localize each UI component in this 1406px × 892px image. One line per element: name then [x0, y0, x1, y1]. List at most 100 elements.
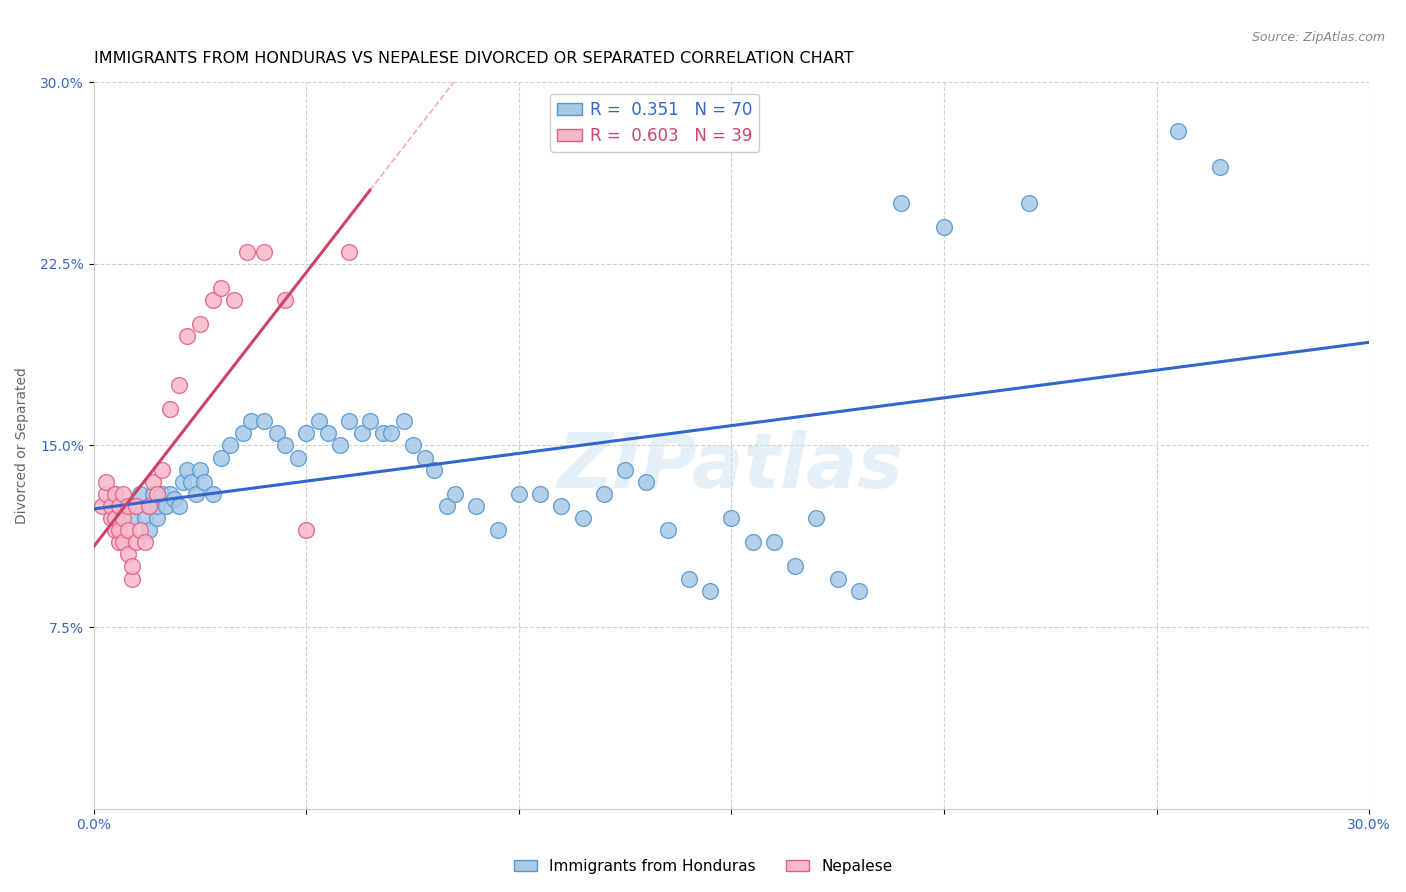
Point: [218, 438, 240, 452]
Point: [444, 487, 467, 501]
Point: [134, 535, 156, 549]
Point: [295, 426, 318, 441]
Point: [423, 462, 446, 476]
Point: [486, 523, 509, 537]
Point: [125, 499, 148, 513]
Point: [100, 499, 122, 513]
Point: [117, 548, 139, 562]
Point: [159, 487, 181, 501]
Point: [231, 426, 253, 441]
Point: [337, 414, 360, 428]
Point: [91, 499, 114, 513]
Point: [827, 572, 849, 586]
Point: [371, 426, 394, 441]
Text: ZIPatlas: ZIPatlas: [558, 430, 904, 504]
Point: [163, 491, 186, 506]
Point: [741, 535, 763, 549]
Point: [436, 499, 458, 513]
Point: [142, 475, 165, 489]
Point: [657, 523, 679, 537]
Point: [167, 499, 190, 513]
Point: [415, 450, 437, 465]
Point: [188, 318, 211, 332]
Point: [100, 511, 122, 525]
Point: [890, 196, 912, 211]
Point: [678, 572, 700, 586]
Legend: Immigrants from Honduras, Nepalese: Immigrants from Honduras, Nepalese: [508, 853, 898, 880]
Point: [96, 487, 118, 501]
Point: [104, 487, 127, 501]
Point: [104, 511, 127, 525]
Point: [592, 487, 614, 501]
Point: [316, 426, 339, 441]
Point: [720, 511, 742, 525]
Point: [848, 583, 870, 598]
Point: [465, 499, 488, 513]
Point: [146, 499, 169, 513]
Point: [550, 499, 572, 513]
Point: [236, 244, 259, 259]
Point: [138, 499, 160, 513]
Point: [529, 487, 551, 501]
Point: [222, 293, 245, 307]
Point: [108, 499, 131, 513]
Point: [129, 487, 152, 501]
Point: [785, 559, 807, 574]
Point: [134, 511, 156, 525]
Point: [295, 523, 318, 537]
Text: IMMIGRANTS FROM HONDURAS VS NEPALESE DIVORCED OR SEPARATED CORRELATION CHART: IMMIGRANTS FROM HONDURAS VS NEPALESE DIV…: [94, 51, 853, 66]
Point: [104, 523, 127, 537]
Point: [1018, 196, 1040, 211]
Point: [932, 220, 955, 235]
Point: [117, 523, 139, 537]
Point: [108, 523, 131, 537]
Point: [274, 438, 297, 452]
Point: [112, 511, 135, 525]
Text: Source: ZipAtlas.com: Source: ZipAtlas.com: [1251, 31, 1385, 45]
Point: [508, 487, 530, 501]
Y-axis label: Divorced or Separated: Divorced or Separated: [15, 367, 30, 524]
Point: [699, 583, 721, 598]
Point: [762, 535, 785, 549]
Point: [274, 293, 297, 307]
Legend: R =  0.351   N = 70, R =  0.603   N = 39: R = 0.351 N = 70, R = 0.603 N = 39: [550, 94, 759, 152]
Point: [172, 475, 194, 489]
Point: [180, 475, 202, 489]
Point: [636, 475, 658, 489]
Point: [155, 499, 177, 513]
Point: [150, 487, 173, 501]
Point: [112, 487, 135, 501]
Point: [1209, 160, 1232, 174]
Point: [142, 487, 165, 501]
Point: [121, 559, 143, 574]
Point: [209, 450, 232, 465]
Point: [337, 244, 360, 259]
Point: [125, 535, 148, 549]
Point: [806, 511, 828, 525]
Point: [112, 499, 135, 513]
Point: [1167, 123, 1189, 137]
Point: [253, 414, 276, 428]
Point: [392, 414, 415, 428]
Point: [188, 462, 211, 476]
Point: [350, 426, 373, 441]
Point: [138, 523, 160, 537]
Point: [308, 414, 330, 428]
Point: [266, 426, 288, 441]
Point: [146, 487, 169, 501]
Point: [193, 475, 215, 489]
Point: [150, 462, 173, 476]
Point: [253, 244, 276, 259]
Point: [184, 487, 207, 501]
Point: [571, 511, 593, 525]
Point: [146, 511, 169, 525]
Point: [614, 462, 637, 476]
Point: [329, 438, 352, 452]
Point: [167, 377, 190, 392]
Point: [287, 450, 309, 465]
Point: [209, 281, 232, 295]
Point: [117, 499, 139, 513]
Point: [380, 426, 402, 441]
Point: [201, 293, 224, 307]
Point: [201, 487, 224, 501]
